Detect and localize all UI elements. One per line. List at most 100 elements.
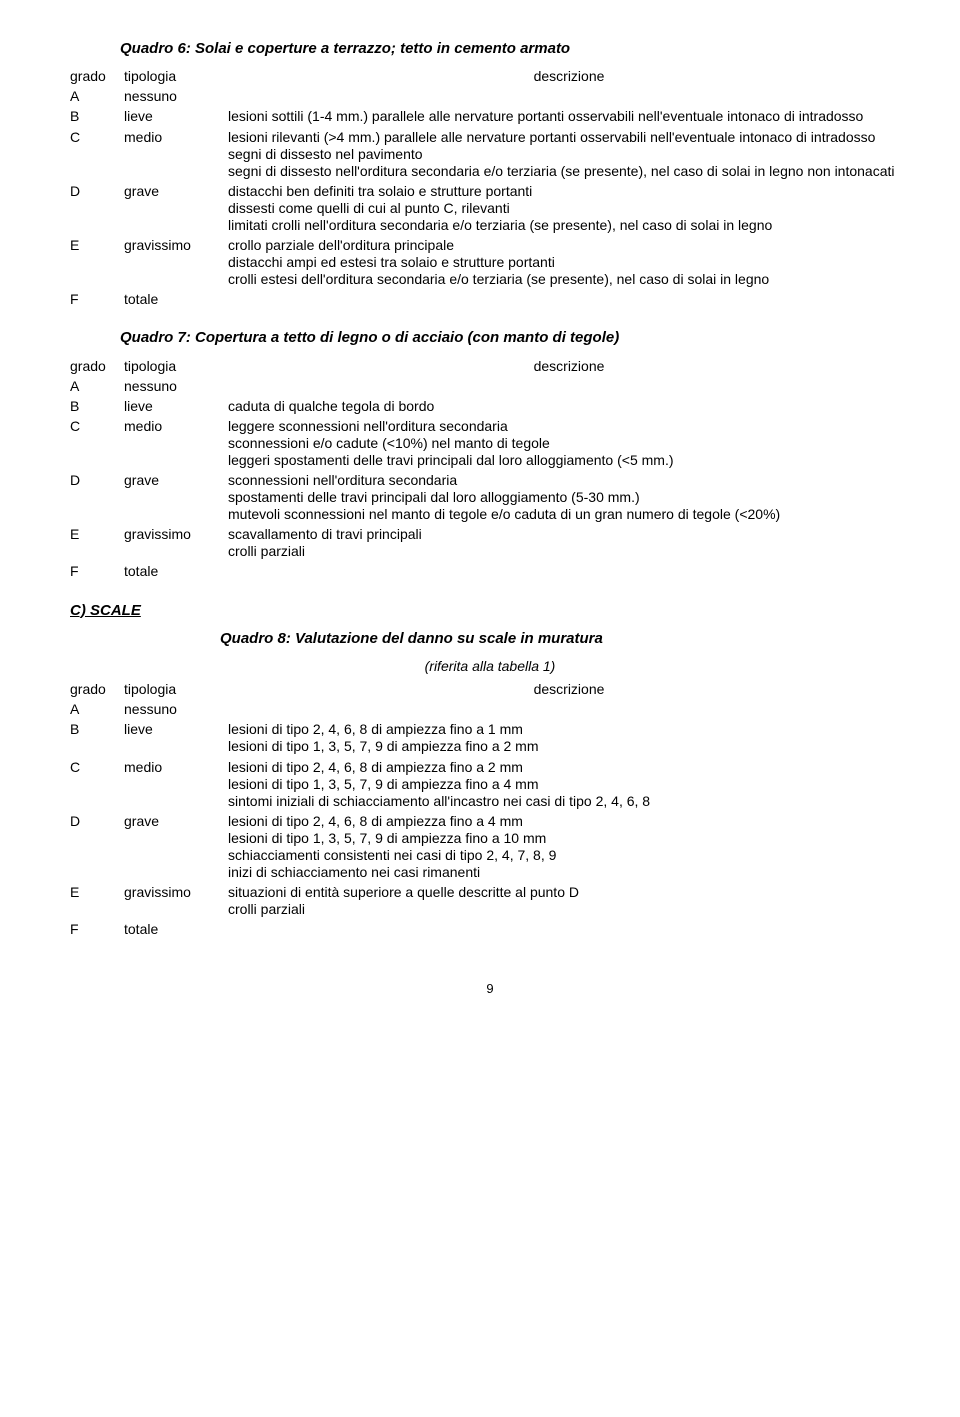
cell-tipologia: nessuno: [124, 378, 228, 398]
cell-descrizione: lesioni rilevanti (>4 mm.) parallele all…: [228, 129, 910, 183]
cell-descrizione: [228, 378, 910, 398]
cell-tipologia: gravissimo: [124, 526, 228, 563]
cell-tipologia: grave: [124, 183, 228, 237]
cell-descrizione: crollo parziale dell'orditura principale…: [228, 237, 910, 291]
desc-line: dissesti come quelli di cui al punto C, …: [228, 200, 910, 217]
desc-line: leggere sconnessioni nell'orditura secon…: [228, 418, 910, 435]
hdr-tipologia: tipologia: [124, 681, 228, 701]
cell-descrizione: lesioni di tipo 2, 4, 6, 8 di ampiezza f…: [228, 813, 910, 884]
cell-grado: F: [70, 563, 124, 583]
cell-tipologia: totale: [124, 921, 228, 941]
cell-descrizione: [228, 291, 910, 311]
cell-grado: F: [70, 291, 124, 311]
desc-line: sconnessioni nell'orditura secondaria: [228, 472, 910, 489]
cell-tipologia: lieve: [124, 108, 228, 128]
cell-grado: C: [70, 759, 124, 813]
quadro7-title: Quadro 7: Copertura a tetto di legno o d…: [120, 329, 910, 347]
desc-line: crolli parziali: [228, 901, 910, 918]
desc-line: sconnessioni e/o cadute (<10%) nel manto…: [228, 435, 910, 452]
table-row: Blievelesioni sottili (1-4 mm.) parallel…: [70, 108, 910, 128]
quadro7-table: grado tipologia descrizione AnessunoBlie…: [70, 358, 910, 584]
cell-grado: A: [70, 88, 124, 108]
desc-line: segni di dissesto nell'orditura secondar…: [228, 163, 910, 180]
cell-grado: B: [70, 721, 124, 758]
quadro6-table: grado tipologia descrizione AnessunoBlie…: [70, 68, 910, 311]
cell-tipologia: medio: [124, 418, 228, 472]
table-row: Egravissimosituazioni di entità superior…: [70, 884, 910, 921]
cell-tipologia: totale: [124, 563, 228, 583]
desc-line: lesioni rilevanti (>4 mm.) parallele all…: [228, 129, 910, 146]
cell-descrizione: leggere sconnessioni nell'orditura secon…: [228, 418, 910, 472]
desc-line: spostamenti delle travi principali dal l…: [228, 489, 910, 506]
cell-grado: C: [70, 129, 124, 183]
cell-descrizione: [228, 563, 910, 583]
table-row: Cmediolesioni di tipo 2, 4, 6, 8 di ampi…: [70, 759, 910, 813]
hdr-tipologia: tipologia: [124, 68, 228, 88]
desc-line: scavallamento di travi principali: [228, 526, 910, 543]
desc-line: distacchi ben definiti tra solaio e stru…: [228, 183, 910, 200]
cell-descrizione: [228, 701, 910, 721]
hdr-tipologia: tipologia: [124, 358, 228, 378]
cell-descrizione: sconnessioni nell'orditura secondariaspo…: [228, 472, 910, 526]
cell-descrizione: situazioni di entità superiore a quelle …: [228, 884, 910, 921]
table-row: Ftotale: [70, 921, 910, 941]
cell-grado: E: [70, 884, 124, 921]
cell-grado: E: [70, 237, 124, 291]
cell-descrizione: scavallamento di travi principalicrolli …: [228, 526, 910, 563]
cell-tipologia: grave: [124, 813, 228, 884]
hdr-grado: grado: [70, 68, 124, 88]
cell-tipologia: medio: [124, 759, 228, 813]
hdr-descrizione: descrizione: [228, 68, 910, 88]
table-row: Dgravedistacchi ben definiti tra solaio …: [70, 183, 910, 237]
desc-line: inizi di schiacciamento nei casi rimanen…: [228, 864, 910, 881]
cell-grado: F: [70, 921, 124, 941]
cell-grado: D: [70, 183, 124, 237]
cell-tipologia: totale: [124, 291, 228, 311]
cell-tipologia: nessuno: [124, 701, 228, 721]
desc-line: lesioni di tipo 1, 3, 5, 7, 9 di ampiezz…: [228, 738, 910, 755]
hdr-descrizione: descrizione: [228, 358, 910, 378]
cell-grado: A: [70, 701, 124, 721]
desc-line: limitati crolli nell'orditura secondaria…: [228, 217, 910, 234]
cell-tipologia: lieve: [124, 721, 228, 758]
hdr-grado: grado: [70, 358, 124, 378]
desc-line: crollo parziale dell'orditura principale: [228, 237, 910, 254]
desc-line: mutevoli sconnessioni nel manto di tegol…: [228, 506, 910, 523]
desc-line: lesioni di tipo 2, 4, 6, 8 di ampiezza f…: [228, 721, 910, 738]
section-c-heading: C) SCALE: [70, 602, 910, 620]
desc-line: schiacciamenti consistenti nei casi di t…: [228, 847, 910, 864]
quadro8-subtitle: (riferita alla tabella 1): [70, 658, 910, 675]
desc-line: segni di dissesto nel pavimento: [228, 146, 910, 163]
desc-line: crolli parziali: [228, 543, 910, 560]
cell-tipologia: medio: [124, 129, 228, 183]
desc-line: situazioni di entità superiore a quelle …: [228, 884, 910, 901]
table-row: Blievecaduta di qualche tegola di bordo: [70, 398, 910, 418]
table-header: grado tipologia descrizione: [70, 681, 910, 701]
cell-descrizione: lesioni di tipo 2, 4, 6, 8 di ampiezza f…: [228, 721, 910, 758]
cell-descrizione: lesioni di tipo 2, 4, 6, 8 di ampiezza f…: [228, 759, 910, 813]
cell-descrizione: caduta di qualche tegola di bordo: [228, 398, 910, 418]
cell-grado: A: [70, 378, 124, 398]
table-row: Cmedioleggere sconnessioni nell'orditura…: [70, 418, 910, 472]
table-row: Dgravesconnessioni nell'orditura seconda…: [70, 472, 910, 526]
cell-descrizione: [228, 88, 910, 108]
desc-line: lesioni di tipo 2, 4, 6, 8 di ampiezza f…: [228, 759, 910, 776]
page-number: 9: [70, 981, 910, 997]
table-header: grado tipologia descrizione: [70, 358, 910, 378]
table-row: Egravissimoscavallamento di travi princi…: [70, 526, 910, 563]
table-row: Cmediolesioni rilevanti (>4 mm.) paralle…: [70, 129, 910, 183]
quadro8-table: grado tipologia descrizione AnessunoBlie…: [70, 681, 910, 941]
table-row: Blievelesioni di tipo 2, 4, 6, 8 di ampi…: [70, 721, 910, 758]
table-row: Egravissimocrollo parziale dell'orditura…: [70, 237, 910, 291]
cell-tipologia: gravissimo: [124, 237, 228, 291]
cell-tipologia: nessuno: [124, 88, 228, 108]
desc-line: lesioni di tipo 2, 4, 6, 8 di ampiezza f…: [228, 813, 910, 830]
quadro6-title: Quadro 6: Solai e coperture a terrazzo; …: [120, 40, 910, 58]
cell-tipologia: grave: [124, 472, 228, 526]
cell-grado: B: [70, 108, 124, 128]
table-header: grado tipologia descrizione: [70, 68, 910, 88]
table-row: Dgravelesioni di tipo 2, 4, 6, 8 di ampi…: [70, 813, 910, 884]
cell-tipologia: gravissimo: [124, 884, 228, 921]
table-row: Ftotale: [70, 563, 910, 583]
desc-line: lesioni di tipo 1, 3, 5, 7, 9 di ampiezz…: [228, 776, 910, 793]
